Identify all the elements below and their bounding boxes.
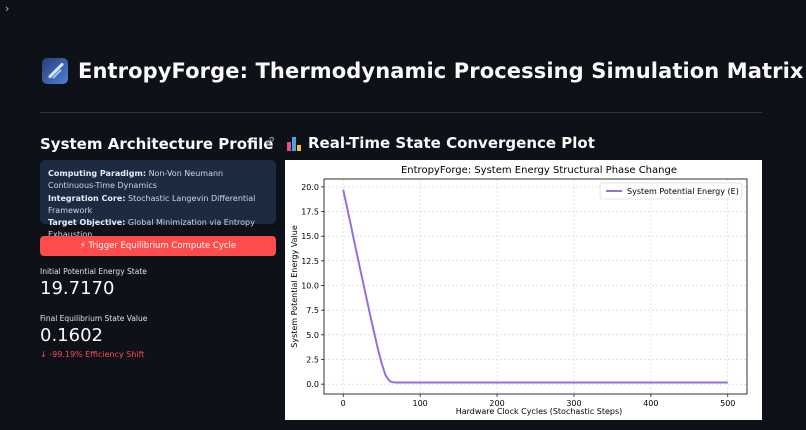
legend-box [599,182,743,200]
y-tick-label: 5.0 [306,331,319,340]
chart-x-axis-label: Hardware Clock Cycles (Stochastic Steps) [456,407,623,416]
chart-legend: System Potential Energy (E) [599,182,743,200]
convergence-chart: EntropyForge: System Energy Structural P… [290,165,748,416]
plot-section-header: Real-Time State Convergence Plot [286,134,595,152]
initial-energy-label: Initial Potential Energy State [40,267,147,276]
architecture-section-title: System Architecture Profile [40,135,274,153]
final-state-label: Final Equilibrium State Value [40,314,148,323]
plot-frame [323,178,748,395]
x-tick-label: 400 [643,399,658,408]
y-tick-label: 0.0 [306,380,319,389]
efficiency-delta: ↓ -99.19% Efficiency Shift [40,350,145,359]
link-icon [265,136,275,146]
app-logo-icon [42,58,68,84]
legend-label: System Potential Energy (E) [627,187,739,196]
chart-y-axis-label: System Potential Energy Value [290,225,299,348]
trigger-compute-button[interactable]: ⚡ Trigger Equilibrium Compute Cycle [40,236,276,256]
y-tick-label: 7.5 [306,306,319,315]
y-tick-label: 20.0 [301,183,319,192]
y-tick-label: 15.0 [301,232,319,241]
objective-line: Target Objective: Global Minimization vi… [48,218,255,240]
y-tick-label: 2.5 [306,355,319,364]
x-tick-label: 500 [720,399,735,408]
core-line: Integration Core: Stochastic Langevin Di… [48,193,256,215]
plot-section-title: Real-Time State Convergence Plot [308,134,595,152]
y-tick-label: 17.5 [301,208,319,217]
x-tick-label: 0 [341,399,346,408]
chart-grid [324,179,747,394]
architecture-info-box: Computing Paradigm: Non-Von Neumann Cont… [40,160,276,239]
sidebar-toggle-icon[interactable]: › [5,2,10,15]
chart-ticks: 0 100 200 300 400 500 0.0 2.5 5.0 7.5 10.0 12.5 15.0… [301,183,735,408]
paradigm-line: Computing Paradigm: Non-Von Neumann Cont… [48,169,224,191]
convergence-chart-panel: EntropyForge: System Energy Structural P… [285,160,762,420]
y-tick-label: 12.5 [301,257,319,266]
x-tick-label: 300 [566,399,581,408]
y-tick-label: 10.0 [301,282,319,291]
bar-chart-icon [286,135,302,151]
series-line-potential-energy [342,189,728,384]
initial-energy-value: 19.7170 [40,278,115,299]
page-header: EntropyForge: Thermodynamic Processing S… [42,58,804,84]
header-divider [40,112,762,113]
final-state-value: 0.1602 [40,325,103,346]
page-title: EntropyForge: Thermodynamic Processing S… [78,59,804,83]
chart-title: EntropyForge: System Energy Structural P… [401,165,677,176]
anchor-link-icon[interactable] [262,135,278,151]
x-tick-label: 200 [489,399,504,408]
x-tick-label: 100 [412,399,427,408]
